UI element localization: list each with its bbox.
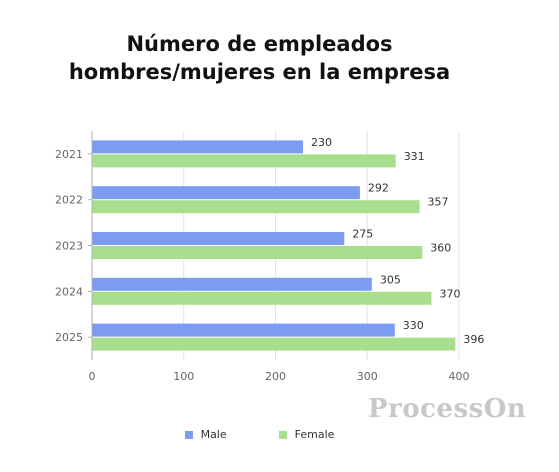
watermark-logo: ProcessOn bbox=[368, 394, 527, 424]
data-label-male-2024: 305 bbox=[380, 273, 401, 286]
bar-female-2023[interactable] bbox=[92, 246, 423, 259]
y-axis-tick-labels: 2021 2022 2023 2024 2025 bbox=[55, 148, 92, 344]
y-tick-label-2025: 2025 bbox=[55, 331, 83, 344]
legend-label-female: Female bbox=[294, 428, 335, 441]
bar-female-2021[interactable] bbox=[92, 154, 396, 168]
bars bbox=[92, 140, 456, 351]
chart-title-line-2: hombres/mujeres en la empresa bbox=[68, 60, 451, 84]
data-label-male-2021: 230 bbox=[311, 136, 332, 149]
bar-female-2022[interactable] bbox=[92, 200, 420, 214]
y-tick-label-2021: 2021 bbox=[55, 148, 83, 161]
bar-female-2025[interactable] bbox=[92, 337, 456, 351]
y-tick-label-2024: 2024 bbox=[55, 285, 83, 298]
chart-title: Número de empleados hombres/mujeres en l… bbox=[0, 30, 519, 86]
legend-label-male: Male bbox=[200, 428, 227, 441]
x-tick-label-400: 400 bbox=[449, 370, 470, 383]
bar-male-2024[interactable] bbox=[92, 277, 372, 291]
data-label-female-2023: 360 bbox=[430, 242, 451, 255]
x-axis-tick-labels: 0 100 200 300 400 bbox=[89, 370, 470, 383]
legend-item-male[interactable]: Male bbox=[184, 428, 227, 441]
x-tick-label-0: 0 bbox=[89, 370, 96, 383]
legend-swatch-male bbox=[184, 430, 193, 439]
data-label-female-2025: 396 bbox=[463, 333, 484, 346]
legend-item-female[interactable]: Female bbox=[278, 428, 335, 441]
bar-male-2021[interactable] bbox=[92, 140, 304, 154]
x-tick-label-200: 200 bbox=[265, 370, 286, 383]
data-label-female-2022: 357 bbox=[428, 196, 449, 209]
data-label-male-2025: 330 bbox=[403, 319, 424, 332]
data-label-female-2021: 331 bbox=[404, 150, 425, 163]
x-tick-label-100: 100 bbox=[173, 370, 194, 383]
y-tick-label-2023: 2023 bbox=[55, 240, 83, 253]
data-label-male-2022: 292 bbox=[368, 182, 389, 195]
x-tick-label-300: 300 bbox=[357, 370, 378, 383]
data-labels: 230 331 292 357 275 360 305 370 330 396 bbox=[311, 136, 484, 346]
data-label-male-2023: 275 bbox=[352, 228, 373, 241]
bar-male-2022[interactable] bbox=[92, 186, 360, 200]
data-label-female-2024: 370 bbox=[439, 287, 460, 300]
bar-male-2023[interactable] bbox=[92, 232, 345, 245]
bar-male-2025[interactable] bbox=[92, 323, 395, 337]
bar-female-2024[interactable] bbox=[92, 291, 432, 305]
chart-title-line-1: Número de empleados bbox=[126, 32, 393, 56]
legend-swatch-female bbox=[278, 430, 287, 439]
legend: Male Female bbox=[0, 428, 519, 441]
y-tick-label-2022: 2022 bbox=[55, 194, 83, 207]
